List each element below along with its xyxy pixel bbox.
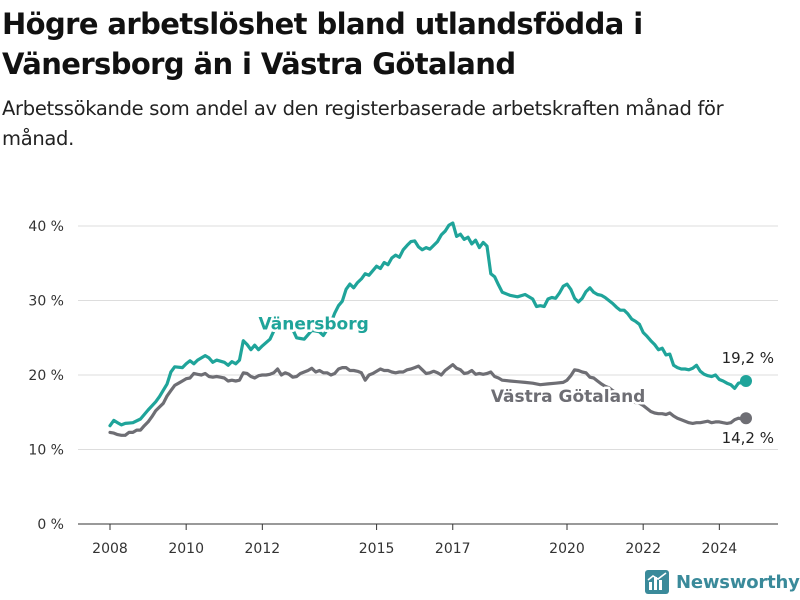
grid-lines [78,225,778,525]
end-label-vastra-gotaland: 14,2 % [722,429,774,447]
x-tick-label: 2012 [245,541,281,557]
series-lines [108,221,752,437]
chart-title: Högre arbetslöshet bland utlandsfödda i … [2,7,643,81]
y-tick-label: 0 % [37,517,64,533]
chart-subtitle: Arbetssökande som andel av den registerb… [2,97,724,150]
x-tick-label: 2017 [435,541,471,557]
end-point-0 [740,374,752,387]
y-tick-label: 40 % [28,219,64,235]
end-point-1 [740,412,752,425]
y-tick-label: 20 % [28,368,64,384]
y-tick-label: 30 % [28,294,64,310]
x-tick-label: 2022 [625,541,661,557]
series-label-vanersborg: Vänersborg [259,315,369,335]
newsworthy-logo-icon [645,570,669,594]
series-label-vastra-gotaland: Västra Götaland [491,387,646,407]
brand-name: Newsworthy [676,571,800,593]
newsworthy-logo[interactable]: Newsworthy [645,568,800,596]
series-line-1 [108,363,748,437]
x-tick-label: 2024 [702,541,738,557]
x-tick-label: 2015 [359,541,395,557]
axes: 0 % 10 % 20 % 30 % 40 % 2008 2010 2012 2015 2017 2… [28,219,737,557]
x-tick-label: 2010 [168,541,204,557]
y-tick-label: 10 % [28,443,64,459]
series-labels: Vänersborg Västra Götaland 19,2 % 14,2 % [256,312,774,447]
x-tick-label: 2008 [92,541,128,557]
x-tick-label: 2020 [549,541,585,557]
series-line-0 [108,221,748,428]
end-label-vanersborg: 19,2 % [722,349,774,367]
